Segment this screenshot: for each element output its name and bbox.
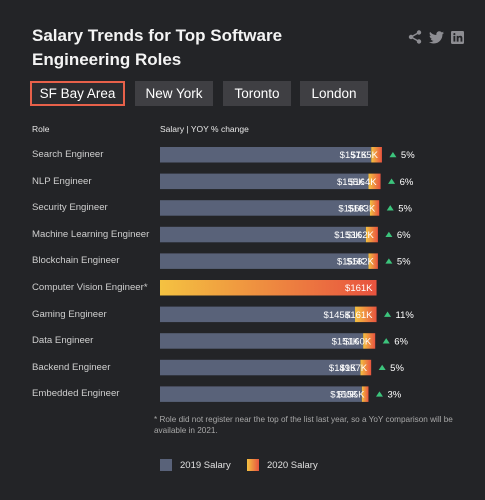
share-icon-glyph [408,30,422,44]
linkedin-icon-glyph [450,30,464,44]
bar-2020-label: $155K [337,390,365,401]
bar-2020 [371,147,382,163]
yoy-change-label: 5% [390,363,404,374]
twitter-icon-glyph [428,30,444,43]
legend-item-2019: 2019 Salary [160,459,231,471]
row-label: Security Engineer [32,202,108,214]
yoy-change-label: 3% [387,390,401,401]
bar-2020 [368,253,378,269]
salary-column-header: Salary | YOY % change [160,124,249,134]
row-label: Gaming Engineer [32,308,107,320]
bar-2019-label: $149K [329,363,357,374]
bar-2019 [160,253,369,269]
bar-2019 [160,173,369,190]
twitter-icon[interactable] [428,29,444,45]
row-label: Search Engineer [32,149,104,160]
bar-2020 [369,200,380,216]
bar-2019-label: $155K [337,177,365,188]
up-arrow-icon [385,258,393,264]
bar-2019-label: $155K [337,257,365,268]
bar-2019 [160,359,361,376]
legend-item-2020: 2020 Salary [247,459,318,471]
share-icon[interactable] [406,29,424,45]
bar-2020-label: $162K [346,257,374,268]
tab-new-york[interactable]: New York [135,81,213,106]
yoy-change-label: 11% [396,310,415,321]
row-label: Computer Vision Engineer* [32,282,148,293]
bar-2019 [160,306,356,323]
up-arrow-icon [382,338,390,344]
bar-2020-label: $160K [344,336,372,347]
yoy-change-label: 5% [401,150,415,161]
bar-2020 [160,280,377,296]
bar-2020-label: $163K [348,203,376,214]
row-label: Machine Learning Engineer [32,228,150,240]
footnote: * Role did not register near the top of … [154,415,453,435]
up-arrow-icon [386,205,394,211]
up-arrow-icon [388,178,396,184]
bar-2020-label: $157K [340,363,368,374]
yoy-change-label: 6% [400,177,414,188]
bar-2019-label: $153K [334,230,362,241]
up-arrow-icon [375,391,383,397]
tab-london[interactable]: London [300,81,368,106]
linkedin-icon[interactable] [449,29,465,45]
row-label: Data Engineer [32,335,94,347]
bar-2020 [368,173,381,190]
bar-2019-label: $156K [338,203,366,214]
chart-title: Salary Trends for Top Software Engineeri… [32,26,283,69]
bar-2019-label: $150K [330,390,358,401]
yoy-change-label: 6% [394,336,408,347]
role-column-header: Role [32,124,50,134]
bar-2020 [360,359,372,376]
up-arrow-icon [384,311,392,317]
tab-sf-bay-area[interactable]: SF Bay Area [30,81,125,106]
legend-label-2019: 2019 Salary [180,459,231,471]
row-label: Blockchain Engineer [32,255,120,267]
legend-label-2020: 2020 Salary [267,459,318,471]
row-label: Embedded Engineer [32,388,120,400]
yoy-change-label: 5% [397,257,411,268]
bar-2020-label: $162K [346,230,374,241]
legend-swatch-2020 [247,459,259,471]
up-arrow-icon [389,151,397,158]
bar-2020-label: $161K [345,283,373,294]
row-label: NLP Engineer [32,175,92,187]
bar-2019 [160,226,366,243]
legend-swatch-2019 [160,459,172,471]
bar-2019-label: $145K [324,310,352,321]
bar-2020 [361,386,369,402]
bar-2019 [160,147,372,163]
bar-2020 [365,226,378,243]
bar-2019-label: $157K [340,150,368,161]
yoy-change-label: 6% [397,230,411,241]
bar-2019 [160,386,362,402]
up-arrow-icon [378,364,386,371]
bar-2020-label: $165K [350,150,378,161]
bar-2019-label: $151K [332,336,360,347]
yoy-change-label: 5% [398,203,412,214]
bar-2020-label: $161K [345,310,373,321]
up-arrow-icon [385,231,393,238]
bar-2020-label: $164K [349,177,377,188]
bar-2020 [363,333,376,349]
bar-2020 [355,306,377,323]
bar-2019 [160,200,370,216]
bar-2019 [160,333,364,349]
tab-toronto[interactable]: Toronto [223,81,291,106]
row-label: Backend Engineer [32,361,111,373]
